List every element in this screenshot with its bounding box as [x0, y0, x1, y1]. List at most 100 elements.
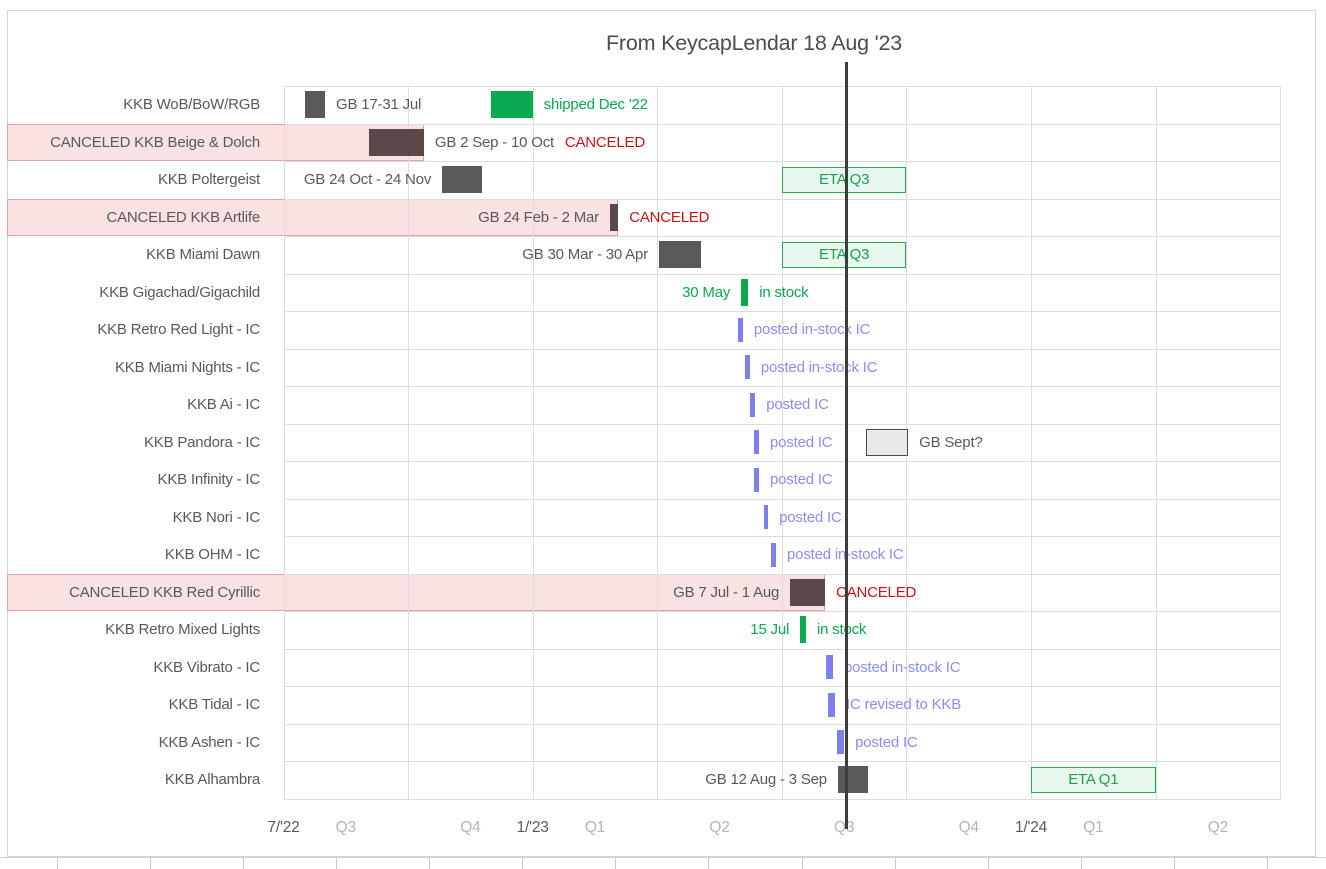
next-chart-column-tick	[1173, 858, 1175, 869]
gantt-bar-gray	[658, 241, 702, 269]
next-chart-column-tick	[1266, 858, 1268, 869]
bar-annotation: shipped Dec '22	[543, 96, 648, 113]
next-chart-column-tick	[336, 858, 338, 869]
row-label: KKB Retro Red Light - IC	[97, 321, 260, 338]
gantt-bar-purple	[827, 692, 835, 717]
row-label: KKB Tidal - IC	[168, 696, 261, 713]
grid-line-horizontal	[283, 86, 1281, 87]
grid-line-horizontal	[283, 761, 1281, 762]
row-label: KKB Alhambra	[164, 771, 260, 788]
gantt-bar-gray	[837, 766, 869, 794]
grid-line-horizontal	[283, 611, 1281, 612]
gantt-bar-purple	[737, 317, 743, 342]
row-label: CANCELED KKB Red Cyrillic	[69, 583, 260, 601]
row-label: KKB Ashen - IC	[158, 733, 261, 751]
bar-annotation: IC revised to KKB	[846, 696, 961, 713]
axis-tick-label: 7/'22	[267, 819, 300, 836]
eta-box: ETA Q3	[781, 241, 907, 268]
bar-annotation: posted IC	[770, 433, 833, 451]
bar-annotation: posted IC	[779, 508, 842, 526]
row-label: KKB Miami Nights - IC	[115, 358, 260, 376]
bar-annotation: GB Sept?	[919, 433, 983, 451]
bar-annotation: GB 24 Feb - 2 Mar	[478, 208, 599, 226]
axis-tick-label: 1/'24	[1014, 819, 1048, 836]
bar-annotation: posted IC	[855, 733, 918, 751]
grid-line-horizontal	[283, 536, 1281, 537]
next-chart-column-tick	[243, 858, 245, 869]
bar-annotation: GB 7 Jul - 1 Aug	[673, 583, 780, 601]
bar-annotation: in stock	[816, 621, 867, 638]
grid-line-vertical	[781, 86, 783, 799]
bar-annotation: GB 2 Sep - 10 Oct	[434, 133, 555, 151]
grid-line-horizontal	[283, 648, 1281, 650]
bar-annotation: 30 May	[682, 283, 731, 301]
grid-line-horizontal	[283, 423, 1281, 425]
bar-annotation: CANCELED	[836, 583, 917, 601]
gantt-bar-purple	[744, 355, 750, 380]
bar-annotation: posted IC	[766, 396, 829, 413]
next-chart-column-tick	[57, 858, 58, 869]
grid-line-horizontal	[283, 798, 1281, 800]
gantt-bar-purple	[749, 392, 756, 417]
row-label: KKB Miami Dawn	[146, 246, 260, 263]
grid-line-horizontal	[283, 161, 1281, 162]
gantt-bar-purple	[826, 655, 833, 680]
next-chart-column-tick	[987, 858, 989, 869]
row-label: KKB Pandora - IC	[143, 433, 260, 451]
grid-line-vertical	[1280, 86, 1282, 799]
bar-annotation: posted IC	[770, 471, 833, 488]
eta-box: ETA Q1	[1031, 766, 1156, 793]
bar-annotation: GB 17-31 Jul	[336, 96, 422, 113]
bar-annotation: posted in-stock IC	[760, 358, 878, 376]
bar-annotation: CANCELED	[564, 133, 645, 151]
bar-annotation: 15 Jul	[750, 621, 790, 638]
grid-line-vertical	[532, 86, 534, 799]
axis-tick-label: Q1	[584, 819, 606, 836]
bar-annotation: GB 12 Aug - 3 Sep	[705, 771, 827, 788]
grid-line-horizontal	[283, 311, 1281, 312]
row-label: KKB Retro Mixed Lights	[105, 621, 260, 638]
bar-annotation: CANCELED	[629, 208, 710, 226]
next-chart-column-tick	[150, 858, 152, 869]
gantt-bar-green	[491, 91, 533, 119]
axis-tick-label: 1/'23	[516, 819, 549, 836]
gantt-bar-green	[800, 616, 806, 644]
canceled-row-highlight	[7, 573, 826, 611]
next-chart-column-tick	[429, 858, 431, 869]
grid-line-horizontal	[283, 348, 1281, 350]
next-chart-column-tick	[708, 858, 710, 869]
grid-line-horizontal	[283, 123, 1281, 125]
next-chart-column-tick	[894, 858, 896, 869]
grid-line-horizontal	[283, 236, 1281, 237]
next-chart-column-tick	[522, 858, 524, 869]
bar-annotation: GB 30 Mar - 30 Apr	[522, 246, 648, 263]
axis-tick-label: Q4	[460, 819, 481, 836]
today-line	[844, 62, 848, 829]
row-label: KKB Vibrato - IC	[153, 658, 260, 676]
row-label: KKB Nori - IC	[172, 508, 261, 526]
next-chart-column-tick	[1080, 858, 1082, 869]
gantt-bar-purple	[754, 430, 759, 455]
grid-line-horizontal	[283, 686, 1281, 687]
grid-line-vertical	[283, 86, 285, 799]
grid-line-horizontal	[283, 198, 1281, 200]
bar-annotation: GB 24 Oct - 24 Nov	[303, 171, 432, 188]
row-label: KKB OHM - IC	[164, 546, 260, 563]
grid-line-vertical	[408, 86, 410, 799]
row-label: CANCELED KKB Artlife	[106, 208, 260, 226]
grid-line-vertical	[1031, 86, 1033, 799]
next-chart-column-tick	[615, 858, 617, 869]
row-label: KKB Gigachad/Gigachild	[99, 283, 260, 301]
next-chart-column-tick	[801, 858, 803, 869]
axis-tick-label: Q4	[958, 819, 979, 836]
row-label: CANCELED KKB Beige & Dolch	[50, 133, 260, 151]
grid-line-horizontal	[283, 273, 1281, 275]
row-label: KKB Infinity - IC	[157, 471, 261, 488]
row-label: KKB Poltergeist	[157, 171, 260, 188]
gantt-bar-gray	[442, 166, 482, 194]
axis-tick-label: Q3	[834, 814, 854, 842]
bar-annotation: posted in-stock IC	[753, 321, 871, 338]
grid-line-vertical	[1155, 86, 1157, 799]
